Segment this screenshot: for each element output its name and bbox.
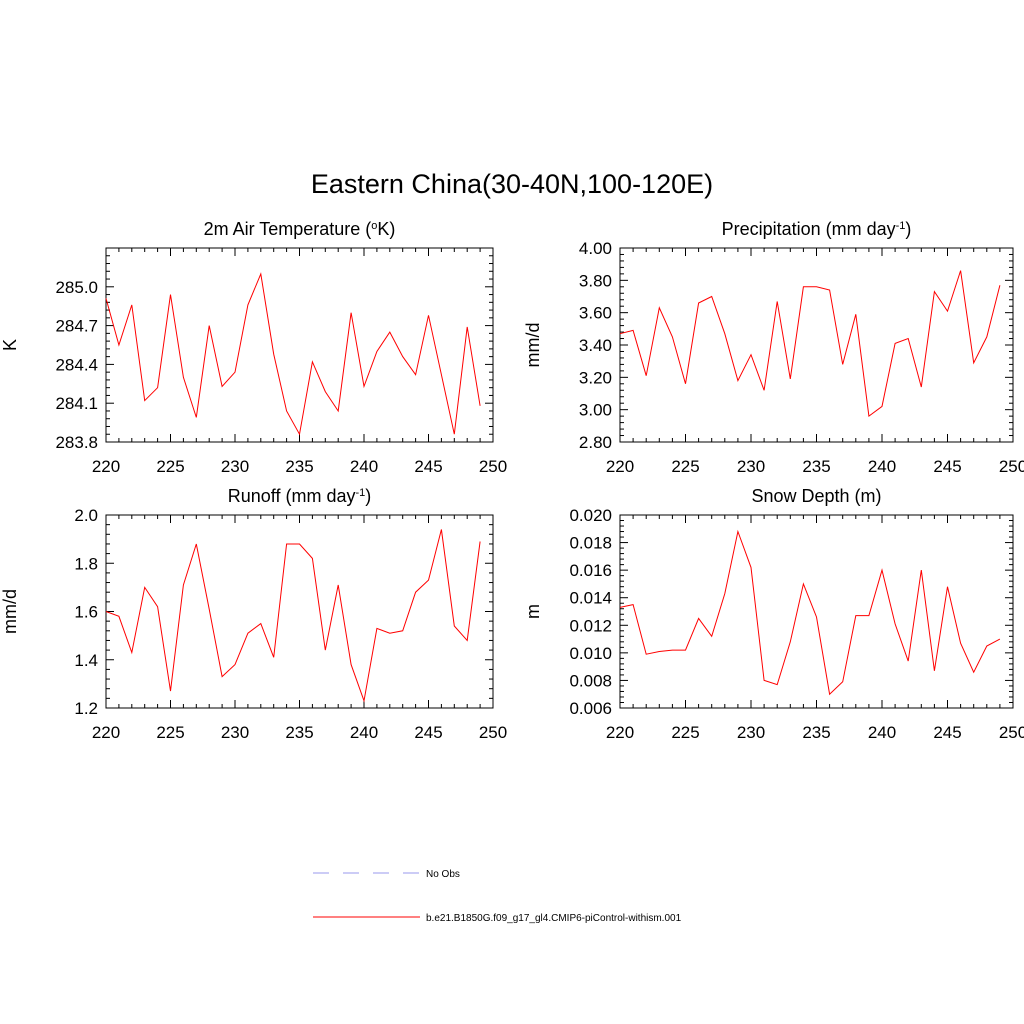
panel-title-superscript: -1 — [355, 487, 365, 499]
legend: No Obs b.e21.B1850G.f09_g17_gl4.CMIP6-pi… — [313, 869, 682, 924]
x-tick-label: 230 — [221, 723, 249, 742]
plot-frame — [619, 247, 1014, 443]
y-tick-label: 0.012 — [569, 616, 612, 635]
panel-title-text: Runoff (mm day — [228, 486, 356, 506]
panel-title: Runoff (mm day-1) — [228, 486, 372, 506]
x-tick-label: 230 — [737, 723, 765, 742]
y-tick-label: 3.40 — [579, 336, 612, 355]
y-axis-label: mm/d — [0, 589, 20, 634]
x-tick-label: 230 — [737, 457, 765, 476]
y-tick-label: 2.80 — [579, 433, 612, 452]
panel-4: Snow Depth (m) 220 225 230 235 240 245 250 0.006… — [523, 486, 1024, 742]
chart-panels: 2m Air Temperature (oK)220 225 230 235 240 24… — [0, 219, 1024, 742]
panel-title: 2m Air Temperature (oK) — [204, 219, 396, 239]
x-tick-label: 245 — [414, 457, 442, 476]
x-tick-label: 240 — [350, 457, 378, 476]
panel-2: Precipitation (mm day-1) 220 225 230 235 240 2… — [523, 219, 1024, 476]
y-tick-label: 0.008 — [569, 671, 612, 690]
series-line — [105, 529, 481, 703]
y-tick-label: 0.018 — [569, 534, 612, 553]
y-tick-label: 3.60 — [579, 304, 612, 323]
y-tick-label: 0.014 — [569, 589, 612, 608]
series-line — [619, 270, 1001, 418]
y-tick-label: 0.020 — [569, 506, 612, 525]
x-tick-label: 220 — [606, 723, 634, 742]
panel-title-text: Snow Depth (m) — [751, 486, 881, 506]
series-line — [619, 529, 1001, 696]
x-tick-label: 250 — [479, 457, 507, 476]
y-tick-label: 285.0 — [55, 278, 98, 297]
x-tick-label: 235 — [802, 457, 830, 476]
legend-label-no-obs: No Obs — [426, 869, 460, 880]
y-tick-label: 283.8 — [55, 433, 98, 452]
x-tick-label: 250 — [999, 723, 1024, 742]
y-tick-label: 1.4 — [74, 651, 98, 670]
y-tick-label: 1.8 — [74, 554, 98, 573]
x-tick-label: 250 — [999, 457, 1024, 476]
x-tick-label: 235 — [285, 723, 313, 742]
y-tick-label: 0.006 — [569, 699, 612, 718]
panel-title-end: ) — [905, 219, 911, 239]
y-axis-label: m — [523, 604, 543, 619]
y-tick-label: 284.1 — [55, 394, 98, 413]
panel-title-text: Precipitation (mm day — [722, 219, 896, 239]
y-tick-label: 0.016 — [569, 561, 612, 580]
y-tick-label: 3.80 — [579, 271, 612, 290]
legend-label-model: b.e21.B1850G.f09_g17_gl4.CMIP6-piControl… — [426, 913, 682, 924]
x-tick-label: 220 — [92, 457, 120, 476]
x-tick-label: 245 — [414, 723, 442, 742]
y-tick-label: 0.010 — [569, 644, 612, 663]
x-tick-label: 220 — [606, 457, 634, 476]
panel-title-text: 2m Air Temperature ( — [204, 219, 372, 239]
y-axis-label: mm/d — [523, 323, 543, 368]
x-tick-label: 235 — [802, 723, 830, 742]
x-tick-label: 225 — [671, 723, 699, 742]
panel-3: Runoff (mm day-1) 220 225 230 235 240 245 250 1.… — [0, 486, 507, 742]
panel-title-end: ) — [365, 486, 371, 506]
y-tick-label: 1.2 — [74, 699, 98, 718]
main-title: Eastern China(30-40N,100-120E) — [311, 169, 713, 199]
x-tick-label: 225 — [671, 457, 699, 476]
panel-1: 2m Air Temperature (oK) 220 225 230 235 240 24… — [0, 219, 507, 476]
plot-frame — [619, 514, 1014, 709]
x-tick-label: 240 — [868, 723, 896, 742]
panel-title: Snow Depth (m) — [751, 486, 881, 506]
x-tick-label: 250 — [479, 723, 507, 742]
x-tick-label: 240 — [868, 457, 896, 476]
y-tick-label: 3.20 — [579, 368, 612, 387]
x-tick-label: 220 — [92, 723, 120, 742]
panel-title-end: K) — [377, 219, 395, 239]
x-tick-label: 245 — [933, 723, 961, 742]
y-tick-label: 3.00 — [579, 401, 612, 420]
x-tick-label: 240 — [350, 723, 378, 742]
x-tick-label: 230 — [221, 457, 249, 476]
y-tick-label: 284.4 — [55, 355, 98, 374]
x-tick-label: 225 — [156, 457, 184, 476]
y-axis-label: K — [0, 339, 20, 351]
panel-title-superscript: -1 — [896, 220, 906, 232]
x-tick-label: 245 — [933, 457, 961, 476]
y-tick-label: 4.00 — [579, 239, 612, 258]
panel-title: Precipitation (mm day-1) — [722, 219, 912, 239]
y-tick-label: 284.7 — [55, 317, 98, 336]
y-tick-label: 1.6 — [74, 603, 98, 622]
panel-title-superscript: o — [371, 220, 377, 232]
y-tick-label: 2.0 — [74, 506, 98, 525]
series-line — [105, 272, 481, 436]
x-tick-label: 235 — [285, 457, 313, 476]
x-tick-label: 225 — [156, 723, 184, 742]
